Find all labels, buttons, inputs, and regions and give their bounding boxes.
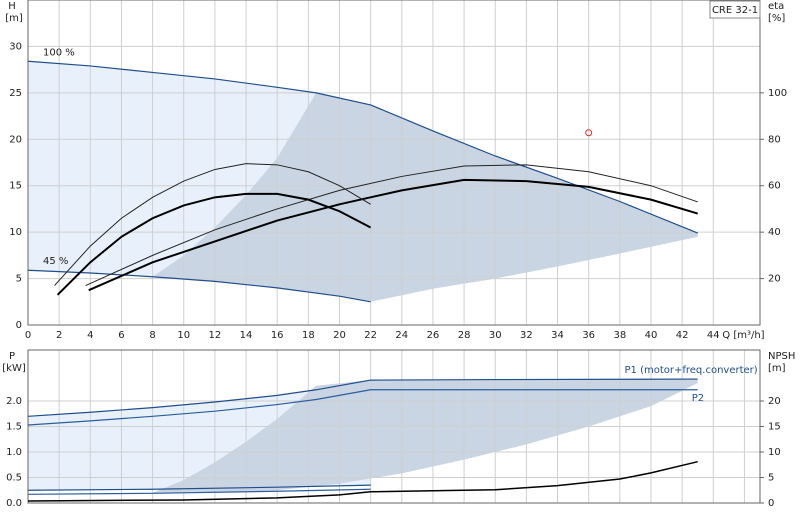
x-tick-label: 22 — [364, 330, 377, 341]
y2-axis-unit: [%] — [768, 13, 785, 24]
y2-tick-label: 5 — [768, 473, 774, 484]
x-tick-label: 6 — [118, 330, 124, 341]
curve — [27, 488, 371, 495]
curve-label: P1 (motor+freq.converter) — [625, 365, 758, 376]
x-tick-label: 44 — [707, 330, 720, 341]
x-tick-label: 36 — [582, 330, 595, 341]
y-tick-label: 1.0 — [6, 447, 22, 458]
x-tick-label: 10 — [177, 330, 190, 341]
y2-tick-label: 60 — [768, 181, 781, 192]
y-tick-label: 30 — [9, 41, 22, 52]
y2-axis-label: NPSH — [768, 351, 795, 362]
x-tick-label: 40 — [645, 330, 658, 341]
y-axis-unit: [m] — [5, 13, 23, 24]
x-tick-label: 14 — [240, 330, 253, 341]
y2-axis-unit: [m] — [768, 363, 786, 374]
operating-area — [152, 379, 698, 493]
y-tick-label: 1.5 — [6, 422, 22, 433]
chart-title: CRE 32-1 — [712, 5, 758, 16]
y-tick-label: 15 — [9, 181, 22, 192]
y-tick-label: 2.0 — [6, 396, 22, 407]
curve — [27, 269, 371, 303]
x-tick-label: 12 — [209, 330, 222, 341]
y-tick-label: 0.5 — [6, 473, 22, 484]
y2-tick-label: 10 — [768, 447, 781, 458]
x-tick-label: 20 — [333, 330, 346, 341]
y2-tick-label: 15 — [768, 422, 781, 433]
curve — [27, 389, 698, 426]
y2-tick-label: 100 — [768, 88, 787, 99]
curve-label: P2 — [692, 393, 704, 404]
operating-area — [152, 92, 698, 302]
curve — [27, 484, 371, 491]
y-axis-label: P — [9, 351, 15, 362]
plot-frame — [27, 0, 761, 326]
x-axis-label: Q [m³/h] — [722, 330, 764, 341]
x-tick-label: 32 — [520, 330, 533, 341]
curve — [27, 378, 698, 417]
y2-tick-label: 80 — [768, 134, 781, 145]
x-tick-label: 18 — [302, 330, 315, 341]
y-axis-unit: [kW] — [2, 363, 26, 374]
curve — [27, 460, 698, 502]
x-tick-label: 28 — [458, 330, 471, 341]
x-tick-label: 0 — [25, 330, 31, 341]
y-tick-label: 5 — [16, 274, 22, 285]
duty-point — [585, 129, 593, 137]
y2-axis-label: eta — [768, 1, 784, 12]
curve — [56, 192, 372, 296]
x-tick-label: 24 — [395, 330, 408, 341]
y2-tick-label: 40 — [768, 227, 781, 238]
curve-label: 45 % — [43, 256, 68, 267]
y-tick-label: 0.0 — [6, 498, 22, 509]
x-tick-label: 2 — [56, 330, 62, 341]
y2-tick-label: 20 — [768, 274, 781, 285]
y-tick-label: 25 — [9, 88, 22, 99]
x-tick-label: 38 — [613, 330, 626, 341]
x-tick-label: 26 — [427, 330, 440, 341]
y2-tick-label: 0 — [768, 498, 774, 509]
curve — [27, 60, 698, 234]
y-axis-label: H — [8, 1, 16, 12]
curve — [88, 178, 698, 292]
x-tick-label: 34 — [551, 330, 564, 341]
y-tick-label: 20 — [9, 134, 22, 145]
title-box — [709, 0, 761, 19]
y2-tick-label: 20 — [768, 396, 781, 407]
x-tick-label: 30 — [489, 330, 502, 341]
y-tick-label: 0 — [16, 320, 22, 331]
x-tick-label: 16 — [271, 330, 284, 341]
y-tick-label: 10 — [9, 227, 22, 238]
curve — [85, 164, 698, 286]
curve — [54, 163, 371, 286]
x-tick-label: 8 — [149, 330, 155, 341]
curve-label: 100 % — [43, 47, 75, 58]
x-tick-label: 42 — [676, 330, 689, 341]
x-tick-label: 4 — [87, 330, 93, 341]
